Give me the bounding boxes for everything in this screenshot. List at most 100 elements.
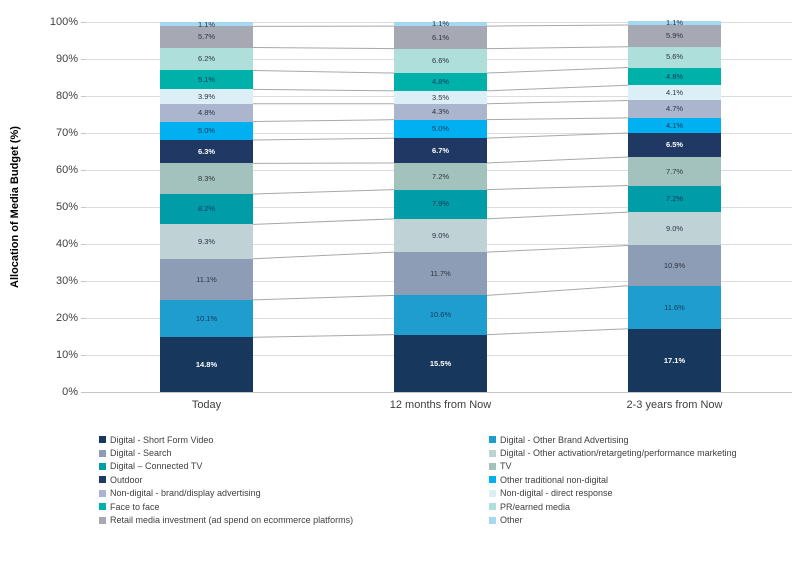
bar-segment: 4.1%: [628, 85, 721, 101]
segment-label: 3.5%: [431, 92, 450, 102]
bar-segment: 4.8%: [394, 73, 487, 91]
segment-label: 4.8%: [665, 71, 684, 81]
gridline: [86, 392, 792, 393]
y-axis-tick: [81, 244, 86, 245]
y-axis-tick: [81, 318, 86, 319]
segment-label: 5.7%: [197, 32, 216, 42]
legend-label: Digital – Connected TV: [110, 461, 203, 472]
segment-label: 7.2%: [665, 194, 684, 204]
y-tick-label: 0%: [62, 385, 78, 398]
segment-label: 6.6%: [431, 56, 450, 66]
bar-segment: 9.3%: [160, 224, 253, 259]
segment-label: 9.0%: [665, 224, 684, 234]
segment-label: 4.3%: [431, 106, 450, 116]
legend-label: Non-digital - direct response: [500, 488, 613, 499]
legend-label: Digital - Search: [110, 448, 172, 459]
y-tick-label: 80%: [55, 89, 78, 102]
segment-label: 9.3%: [197, 236, 216, 246]
segment-label: 3.9%: [197, 91, 216, 101]
legend-label: Other: [500, 515, 523, 526]
segment-label: 14.8%: [195, 359, 218, 369]
segment-label: 7.7%: [665, 166, 684, 176]
segment-label: 11.7%: [430, 269, 451, 279]
segment-label: 15.5%: [429, 358, 452, 368]
segment-label: 4.8%: [431, 77, 450, 87]
legend-item: Non-digital - brand/display advertising: [99, 487, 489, 500]
bar-segment: 3.5%: [394, 90, 487, 104]
y-axis-tick: [81, 22, 86, 23]
segment-label: 10.1%: [195, 313, 218, 323]
bar-segment: 4.8%: [160, 103, 253, 122]
segment-label: 8.2%: [197, 204, 216, 214]
bar-segment: 1.1%: [628, 18, 721, 28]
bar-segment: 6.1%: [394, 26, 487, 49]
legend-column: Digital - Short Form Video Digital - Sear…: [99, 433, 489, 527]
segment-label: 5.6%: [665, 52, 684, 62]
bar-segment: 9.0%: [394, 218, 487, 253]
bar-segment: 9.0%: [628, 212, 721, 246]
y-tick-label: 30%: [55, 274, 78, 287]
legend-label: Digital - Other activation/retargeting/p…: [500, 448, 737, 459]
bar-segment: 6.3%: [160, 140, 253, 164]
bar-segment: 1.1%: [160, 21, 253, 28]
bar-segment: 10.1%: [160, 299, 253, 338]
x-category-label: Today: [191, 399, 222, 411]
y-tick-label: 70%: [55, 126, 78, 139]
y-axis-tick: [81, 207, 86, 208]
bar-segment: 7.9%: [394, 189, 487, 219]
legend-column: Digital - Other Brand Advertising Digital…: [489, 433, 737, 527]
y-tick-label: 10%: [55, 348, 78, 361]
y-axis-tick: [81, 170, 86, 171]
segment-label: 10.9%: [663, 260, 686, 270]
legend-item: Other traditional non-digital: [489, 473, 737, 486]
legend-label: PR/earned media: [500, 501, 571, 512]
segment-label: 17.1%: [663, 355, 686, 365]
legend-swatch: [489, 503, 496, 511]
y-tick-label: 20%: [55, 311, 78, 324]
segment-label: 6.3%: [197, 146, 216, 156]
segment-label: 7.2%: [431, 171, 450, 181]
legend-item: Digital – Connected TV: [99, 460, 489, 473]
bar-segment: 4.8%: [628, 67, 721, 86]
legend-swatch: [489, 462, 496, 470]
legend-label: TV: [500, 461, 512, 472]
bar-segment: 6.2%: [160, 47, 253, 71]
segment-label: 6.1%: [431, 32, 450, 42]
legend-swatch: [489, 449, 496, 457]
legend-item: Other: [489, 513, 737, 526]
y-tick-label: 40%: [55, 237, 78, 250]
bar-segment: 11.6%: [628, 285, 721, 329]
y-tick-label: 90%: [55, 52, 78, 65]
bar-segment: 5.6%: [628, 46, 721, 68]
legend-swatch: [489, 489, 496, 497]
y-axis-tick: [81, 392, 86, 393]
bar-segment: 15.5%: [394, 334, 487, 392]
legend-swatch: [99, 449, 106, 457]
segment-label: 6.7%: [431, 145, 450, 155]
bar-segment: 4.7%: [628, 100, 721, 118]
segment-label: 11.1%: [196, 274, 217, 284]
legend-item: Non-digital - direct response: [489, 487, 737, 500]
segment-label: 11.6%: [664, 302, 685, 312]
bar-segment: 5.0%: [394, 119, 487, 139]
legend-item: Digital - Short Form Video: [99, 433, 489, 446]
legend-swatch: [489, 476, 496, 484]
segment-label: 4.1%: [665, 88, 684, 98]
bar-segment: 1.1%: [394, 20, 487, 27]
segment-label: 1.1%: [665, 18, 684, 28]
y-axis-tick: [81, 281, 86, 282]
bar-segment: 6.6%: [394, 48, 487, 74]
bar-segment: 7.2%: [394, 162, 487, 190]
segment-label: 5.1%: [197, 75, 216, 85]
x-category-label: 12 months from Now: [389, 399, 492, 411]
y-axis-tick: [81, 355, 86, 356]
bar-segment: 4.3%: [394, 103, 487, 120]
segment-label: 4.7%: [665, 104, 684, 114]
legend-item: PR/earned media: [489, 500, 737, 513]
legend-swatch: [489, 516, 496, 524]
bar-segment: 10.9%: [628, 245, 721, 286]
segment-label: 4.8%: [197, 107, 216, 117]
bar-segment: 17.1%: [628, 328, 721, 392]
